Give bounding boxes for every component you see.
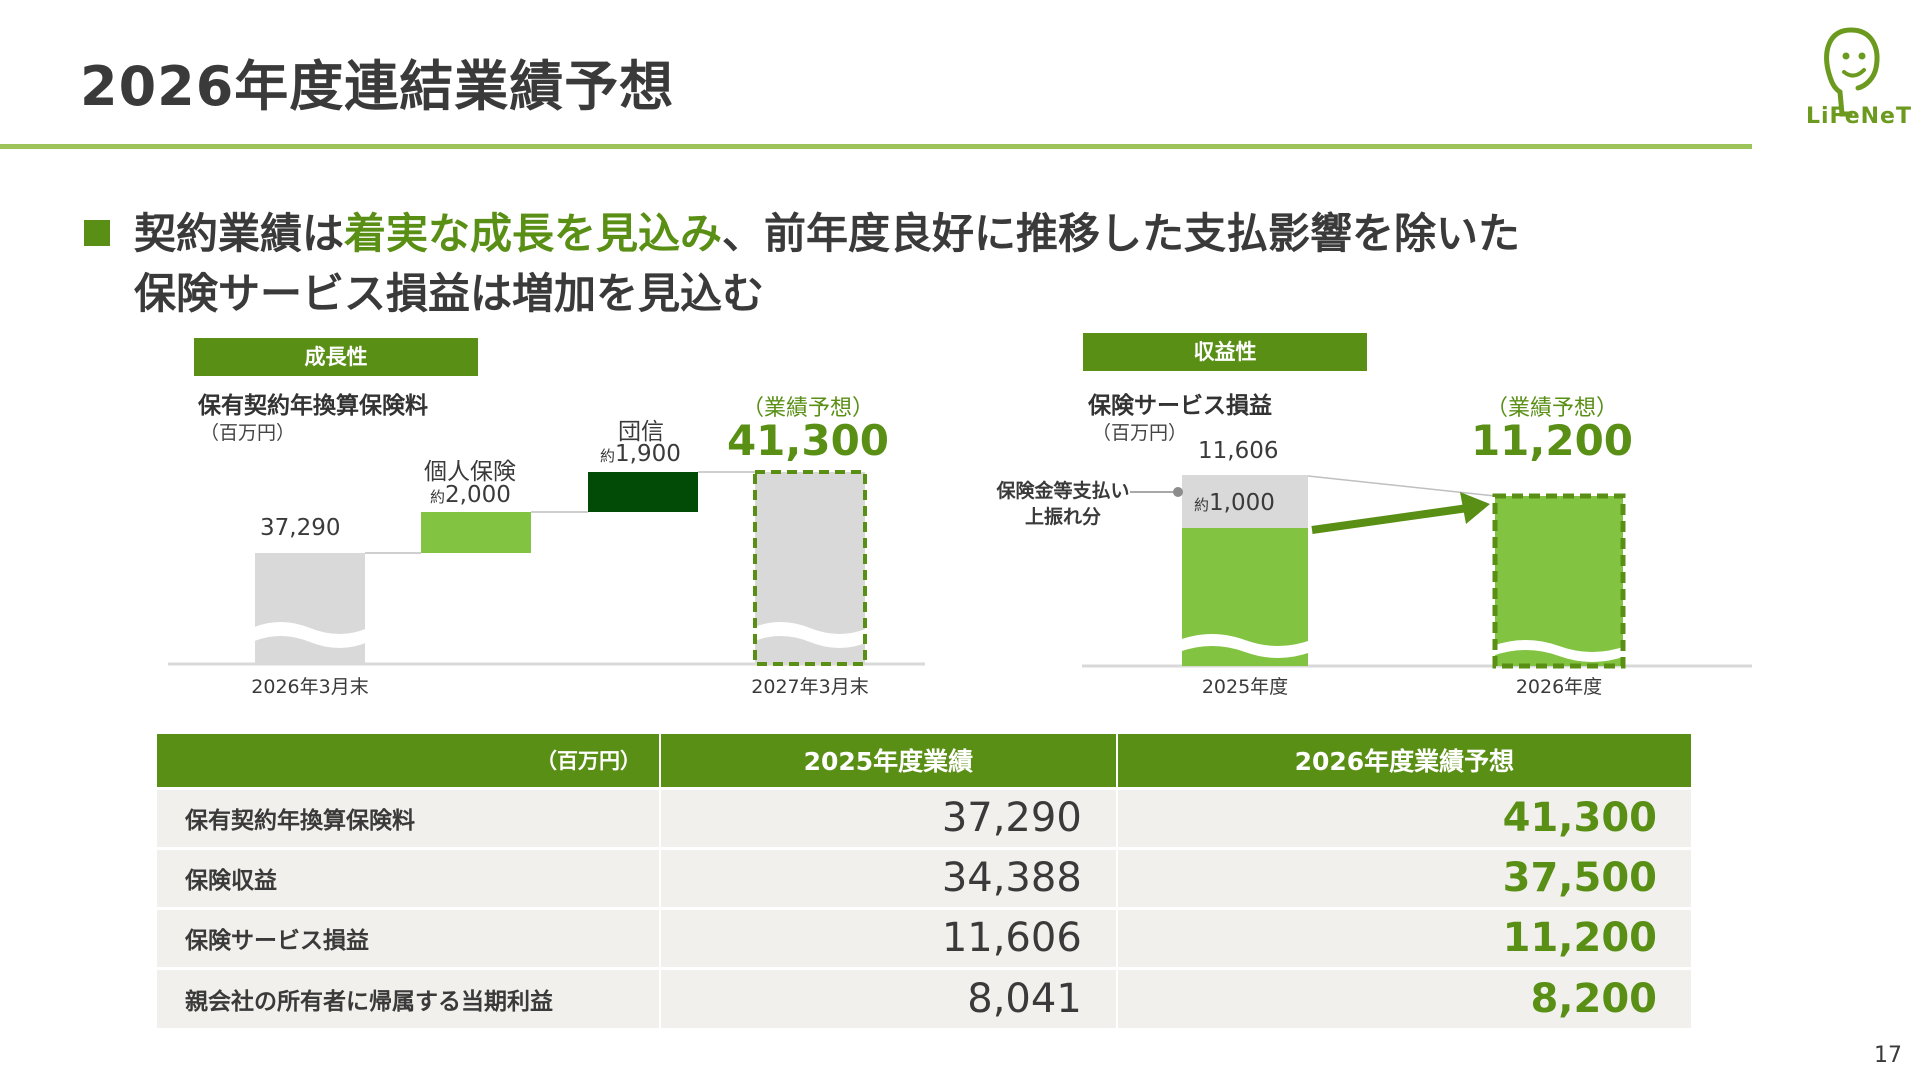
growth-forecast-tag: （業績予想） (741, 396, 874, 421)
growth-x-label-start: 2026年3月末 (251, 676, 369, 698)
profit-x-label-2025: 2025年度 (1201, 676, 1289, 698)
segment-value: 約1,000 (1194, 490, 1275, 516)
page-title: 2026年度連結業績予想 (80, 55, 675, 118)
value-2026: 8,200 (1116, 966, 1694, 1028)
table-unit-header: （百万円） (157, 734, 661, 788)
growth-arrow-icon (1311, 492, 1490, 534)
profit-tag: 収益性 (1083, 333, 1367, 371)
value-2025: 37,290 (660, 786, 1118, 848)
value-2025: 8,041 (660, 966, 1118, 1028)
table-col-2026: 2026年度業績予想 (1116, 734, 1694, 788)
headline-text: 契約業績は (134, 209, 345, 258)
profit-chart-unit: （百万円） (1092, 422, 1188, 444)
row-label: 保険サービス損益 (157, 906, 661, 968)
bar-forecast-2027-03 (752, 470, 868, 666)
value-2026: 11,200 (1116, 906, 1694, 968)
profit-forecast-tag: （業績予想） (1485, 396, 1618, 421)
headline-text: 、前年度良好に推移した支払影響を除いた (722, 209, 1521, 258)
profit-forecast-value: 11,200 (1470, 416, 1634, 465)
step1-value: 約2,000 (430, 482, 511, 508)
bar-2026-forecast (1492, 493, 1626, 669)
step2-label: 団信 (618, 419, 664, 445)
title-divider (0, 144, 1752, 149)
profit-x-label-2026: 2026年度 (1515, 676, 1603, 698)
value-2026: 37,500 (1116, 846, 1694, 908)
start-value-label: 37,290 (260, 515, 341, 541)
annotation-dot (1173, 487, 1183, 497)
value-2026: 41,300 (1116, 786, 1694, 848)
row-label: 親会社の所有者に帰属する当期利益 (157, 966, 661, 1028)
growth-forecast-value: 41,300 (726, 416, 890, 465)
headline-highlight: 着実な成長を見込み (344, 209, 723, 258)
connector-line (1307, 475, 1496, 497)
growth-tag: 成長性 (194, 338, 478, 376)
profit-chart-title: 保険サービス損益 (1088, 393, 1272, 419)
logo-wordmark: LiFeNeT (1806, 104, 1912, 129)
bar-start-2026-03 (252, 553, 368, 664)
bar-2025 (1179, 475, 1311, 666)
annotation-line-2: 上振れ分 (1024, 506, 1101, 528)
results-table: （百万円） 2025年度業績 2026年度業績予想 保有契約年換算保険料 37,… (157, 734, 1694, 1028)
row-label: 保有契約年換算保険料 (157, 786, 661, 848)
growth-x-label-end: 2027年3月末 (751, 676, 869, 698)
table-col-2025: 2025年度業績 (660, 734, 1118, 788)
value-2025: 11,606 (660, 906, 1118, 968)
value-2025: 34,388 (660, 846, 1118, 908)
row-label: 保険収益 (157, 846, 661, 908)
table-header-row: （百万円） 2025年度業績 2026年度業績予想 (157, 734, 1694, 788)
table-row: 親会社の所有者に帰属する当期利益 8,041 8,200 (157, 966, 1694, 1028)
page-number: 17 (1874, 1043, 1902, 1068)
growth-chart-title: 保有契約年換算保険料 (198, 393, 428, 419)
step2-value: 約1,900 (600, 441, 681, 467)
square-bullet-icon (84, 220, 110, 246)
bar-step-kojin (421, 512, 531, 553)
headline: 契約業績は着実な成長を見込み、前年度良好に推移した支払影響を除いた 保険サービス… (84, 204, 1520, 324)
payment-annotation: 保険金等支払い 上振れ分 (980, 478, 1146, 530)
headline-line-2: 保険サービス損益は増加を見込む (134, 269, 765, 318)
bar-step-danshin (588, 472, 698, 512)
annotation-line-1: 保険金等支払い (996, 480, 1130, 502)
base-value-label: 11,606 (1198, 438, 1279, 464)
table-row: 保険サービス損益 11,606 11,200 (157, 906, 1694, 968)
table-row: 保有契約年換算保険料 37,290 41,300 (157, 786, 1694, 848)
table-row: 保険収益 34,388 37,500 (157, 846, 1694, 908)
headline-line-1: 契約業績は着実な成長を見込み、前年度良好に推移した支払影響を除いた (84, 204, 1520, 264)
growth-chart-unit: （百万円） (200, 422, 296, 444)
face-mascot-icon (1824, 27, 1880, 117)
step1-label: 個人保険 (424, 459, 516, 485)
